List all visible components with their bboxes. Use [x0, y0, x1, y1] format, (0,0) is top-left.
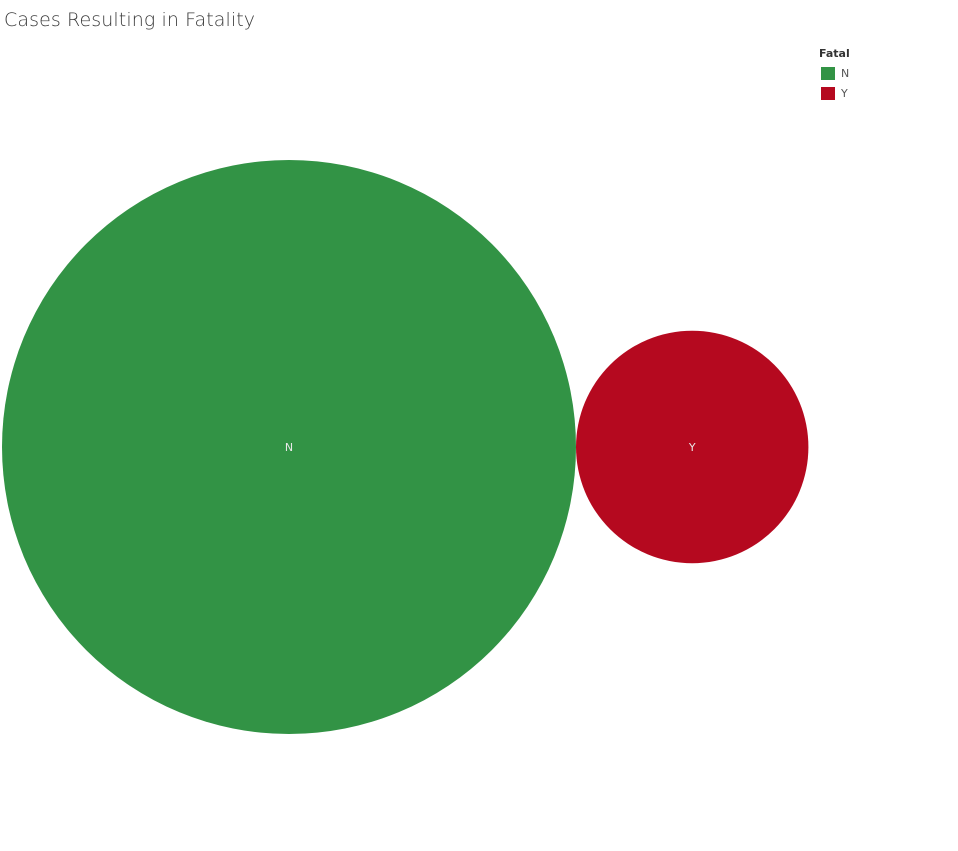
- legend-item-n[interactable]: N: [819, 63, 929, 83]
- bubble-n[interactable]: [2, 160, 576, 734]
- legend-swatch-n: [821, 66, 835, 80]
- legend: Fatal N Y: [819, 47, 929, 103]
- chart-title: Cases Resulting in Fatality: [4, 9, 256, 31]
- bubble-label-y: Y: [688, 441, 696, 454]
- bubble-label-n: N: [285, 441, 293, 454]
- legend-label-n: N: [841, 66, 850, 80]
- bubble-y[interactable]: [576, 330, 809, 564]
- legend-swatch-y: [821, 86, 835, 100]
- legend-title: Fatal: [819, 47, 850, 60]
- legend-label-y: Y: [841, 86, 848, 100]
- legend-item-y[interactable]: Y: [819, 83, 929, 103]
